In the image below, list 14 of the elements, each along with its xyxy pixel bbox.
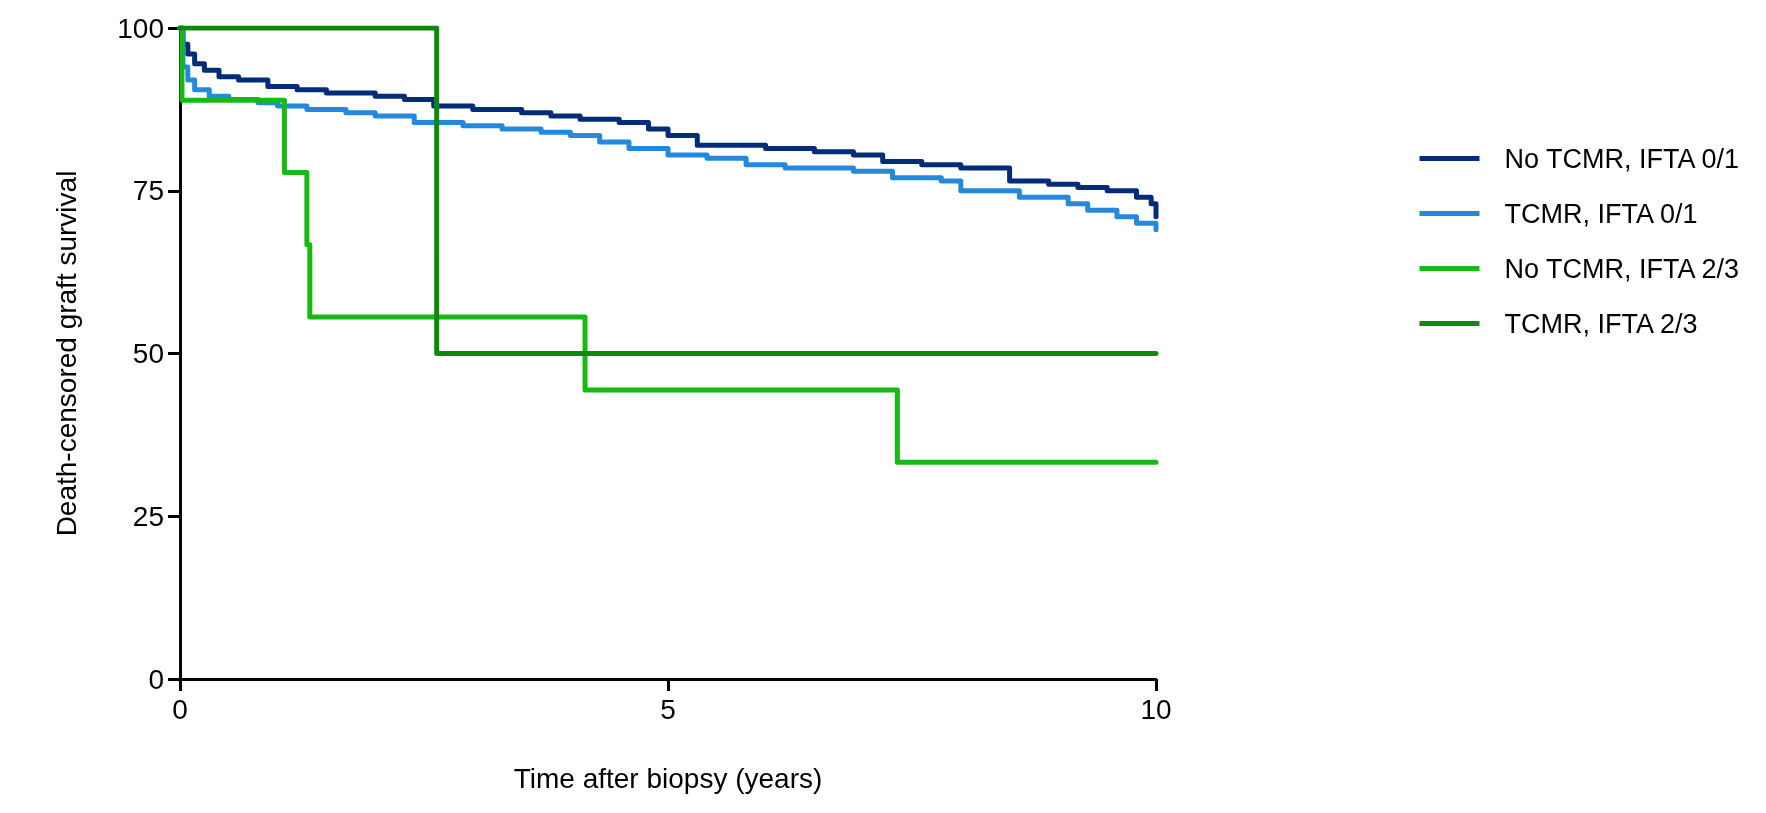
x-axis-title: Time after biopsy (years) — [513, 762, 823, 794]
y-tick-label: 100 — [117, 12, 164, 44]
x-tick-label: 0 — [172, 693, 188, 725]
y-tick-label: 50 — [132, 338, 164, 369]
legend-label: No TCMR, IFTA 2/3 — [1504, 253, 1740, 284]
legend-label: No TCMR, IFTA 0/1 — [1504, 143, 1740, 174]
y-tick-label: 75 — [132, 175, 164, 207]
legend-label: TCMR, IFTA 2/3 — [1504, 308, 1698, 339]
y-tick-label: 0 — [148, 663, 164, 695]
y-axis-title: Death-censored graft survival — [50, 170, 82, 537]
x-tick-label: 5 — [660, 693, 676, 725]
x-tick-label: 10 — [1140, 693, 1172, 725]
y-tick-label: 25 — [132, 500, 164, 532]
legend-label: TCMR, IFTA 0/1 — [1504, 198, 1698, 229]
